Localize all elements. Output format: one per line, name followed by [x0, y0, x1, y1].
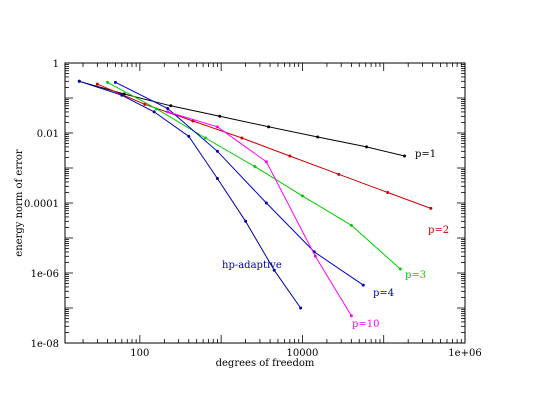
- series-point-p-1: [402, 154, 406, 158]
- series-point-p-4: [264, 201, 268, 205]
- series-point-p-2: [143, 102, 147, 106]
- series-line-p-4: [115, 81, 364, 286]
- series-point-hp-adaptive: [120, 93, 124, 97]
- series-point-p-10: [313, 254, 317, 258]
- series-point-p-4: [361, 283, 365, 287]
- y-tick-label: 1: [53, 59, 59, 70]
- series-point-hp-adaptive: [215, 177, 219, 181]
- y-axis-label: energy norm of error: [14, 149, 25, 257]
- series-point-p-3: [253, 165, 257, 169]
- series-point-p-2: [288, 154, 292, 158]
- x-axis-label: degrees of freedom: [216, 358, 315, 369]
- series-point-p-10: [166, 110, 170, 114]
- series-point-p-1: [365, 145, 369, 149]
- series-point-p-1: [169, 104, 173, 108]
- x-tick-label: 1e+06: [448, 348, 481, 359]
- series-point-p-2: [191, 119, 195, 123]
- series-point-hp-adaptive: [272, 268, 276, 272]
- series-point-p-10: [215, 125, 219, 129]
- series-point-hp-adaptive: [244, 219, 248, 223]
- label-p10: p=10: [352, 319, 380, 330]
- series-point-p-3: [398, 267, 402, 271]
- series-point-p-4: [215, 149, 219, 153]
- axis-ticks: [65, 63, 465, 344]
- y-tick-label: 0.01: [37, 129, 59, 140]
- series-point-p-3: [349, 223, 353, 227]
- label-p2: p=2: [428, 225, 449, 236]
- series-point-p-10: [349, 314, 353, 318]
- y-tick-label: 0.0001: [24, 199, 59, 210]
- series-point-p-3: [106, 80, 110, 84]
- series-line-p-2: [97, 83, 431, 209]
- series-point-p-2: [386, 190, 390, 194]
- label-hp-adaptive: hp-adaptive: [222, 260, 282, 271]
- series-line-p-10: [167, 111, 352, 317]
- series-point-p-2: [429, 206, 433, 210]
- y-tick-label: 1e-06: [31, 269, 59, 280]
- series-line-hp-adaptive: [79, 80, 302, 309]
- series-layer: [77, 79, 433, 318]
- series-point-p-4: [113, 80, 117, 84]
- series-point-p-1: [267, 125, 271, 129]
- label-p3: p=3: [405, 270, 426, 281]
- x-tick-label: 100: [130, 348, 149, 359]
- series-point-p-2: [337, 172, 341, 176]
- series-point-p-3: [300, 194, 304, 198]
- series-point-p-2: [95, 82, 99, 86]
- series-point-p-1: [218, 114, 222, 118]
- series-point-hp-adaptive: [187, 134, 191, 138]
- series-point-p-2: [240, 136, 244, 140]
- series-point-p-3: [154, 107, 158, 111]
- series-point-hp-adaptive: [77, 79, 81, 83]
- series-point-hp-adaptive: [152, 110, 156, 114]
- series-point-hp-adaptive: [299, 306, 303, 310]
- series-point-p-3: [203, 136, 207, 140]
- series-point-p-10: [264, 160, 268, 164]
- y-tick-label: 1e-08: [31, 339, 59, 350]
- tick-labels: 100 10000 1e+06 1 0.01 0.0001 1e-06 1e-08: [24, 59, 482, 359]
- label-p1: p=1: [415, 149, 436, 160]
- x-tick-label: 10000: [287, 348, 319, 359]
- series-point-p-4: [166, 107, 170, 111]
- series-point-p-1: [316, 135, 320, 139]
- label-p4: p=4: [373, 288, 394, 299]
